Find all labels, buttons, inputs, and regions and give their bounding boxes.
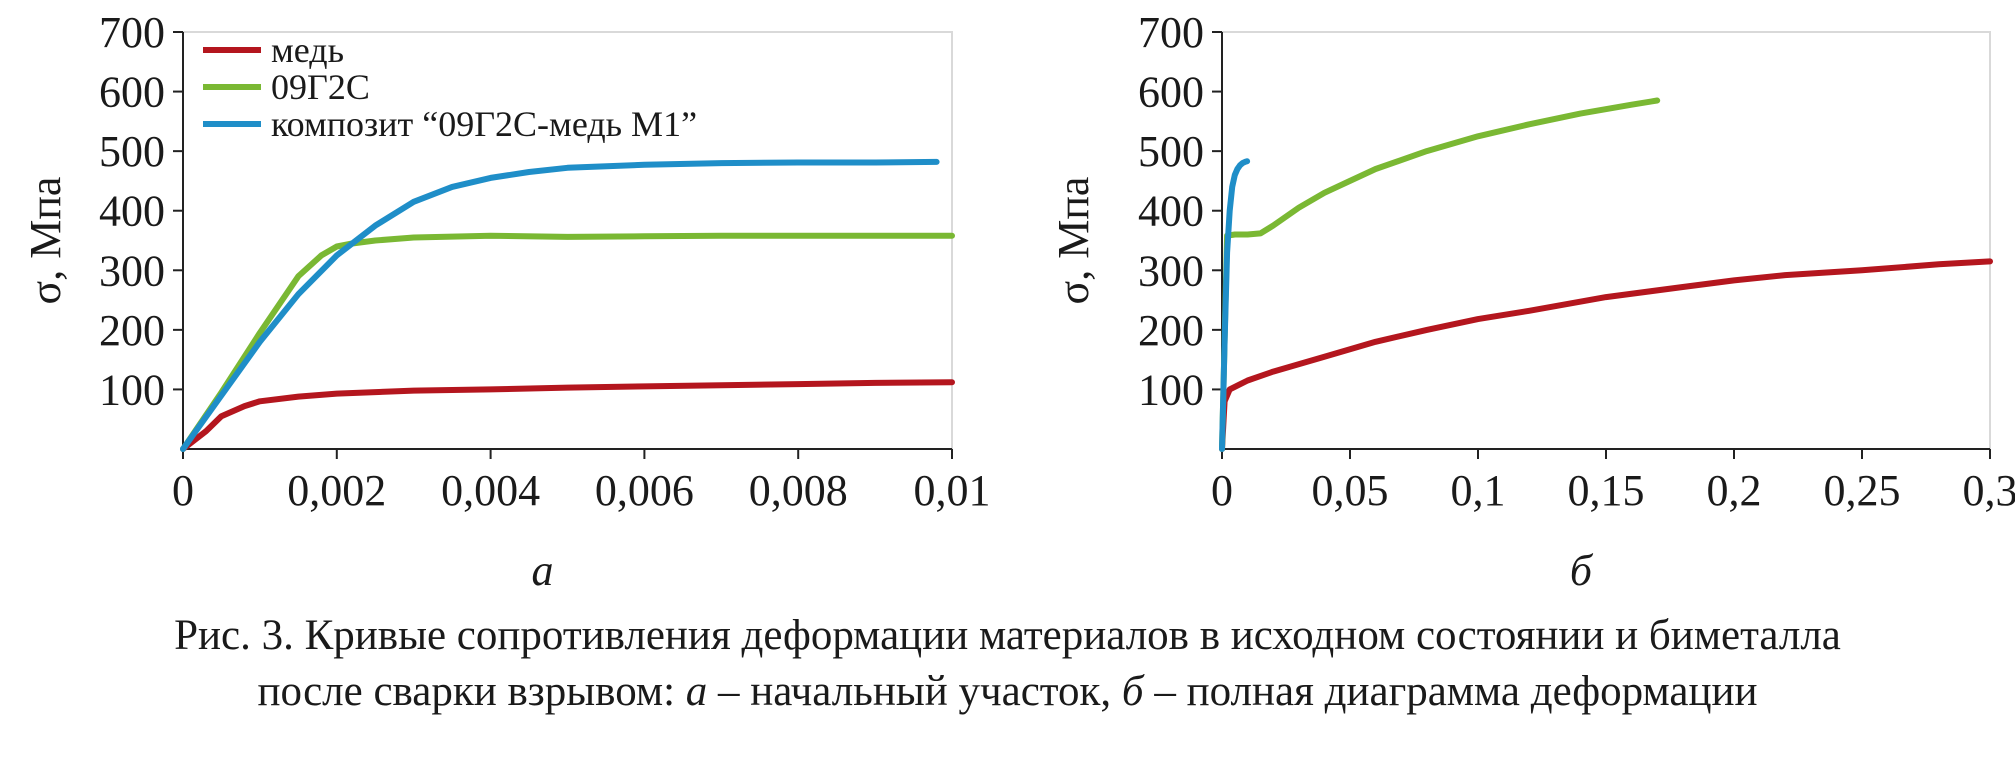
panel-b-chart: 100 200 300 400 500 600 700 0 0,05 0,1 0,15 0,2 0,25…: [1049, 8, 2015, 595]
y-tick-label: 500: [99, 127, 165, 176]
caption-text: – начальный участок,: [707, 668, 1122, 715]
x-tick-label: 0,3: [1963, 466, 2015, 515]
x-tick-label: 0,01: [914, 466, 991, 515]
x-tick-label: 0,15: [1568, 466, 1645, 515]
x-tick-label: 0,008: [749, 466, 848, 515]
legend-entry-3: композит “09Г2С-медь М1”: [271, 104, 697, 144]
plot-area-frame: [1221, 31, 1991, 450]
x-tick-label: 0,006: [595, 466, 694, 515]
y-tick-label: 700: [1138, 8, 1204, 57]
y-tick-label: 600: [99, 68, 165, 117]
y-tick-label: 100: [99, 365, 165, 414]
caption-text: после сварки взрывом:: [257, 668, 686, 715]
series-line-2: [180, 232, 955, 452]
y-tick-label: 200: [1138, 306, 1204, 355]
x-tick-label: 0,1: [1451, 466, 1506, 515]
series-line-3: [1219, 158, 1251, 452]
series-line-2: [1219, 97, 1661, 452]
y-tick-label: 400: [1138, 187, 1204, 236]
y-tick-label: 100: [1138, 365, 1204, 414]
caption-panel-a-ref: а: [685, 668, 708, 715]
x-tick-label: 0,004: [441, 466, 540, 515]
x-tick-label: 0: [172, 466, 194, 515]
y-tick-label: 200: [99, 306, 165, 355]
series-line-1: [1219, 258, 1993, 452]
panel-label: а: [532, 546, 554, 595]
series-line-1: [180, 379, 955, 452]
y-tick-label: 600: [1138, 68, 1204, 117]
figure-svg: 100 200 300 400 500 600 700 0 0,002 0,004 0,006 0,0…: [21, 8, 2015, 595]
y-axis-label: σ, Мпа: [21, 177, 70, 305]
y-tick-label: 400: [99, 187, 165, 236]
series-line-3: [180, 158, 940, 452]
figure-caption-line-2: после сварки взрывом: а – начальный учас…: [0, 670, 2015, 713]
x-tick-label: 0,2: [1707, 466, 1762, 515]
caption-text: – полная диаграмма деформации: [1143, 668, 1758, 715]
panel-label: б: [1570, 546, 1594, 595]
x-tick-label: 0,25: [1824, 466, 1901, 515]
panel-a-chart: 100 200 300 400 500 600 700 0 0,002 0,004 0,006 0,0…: [21, 8, 991, 595]
x-tick-label: 0,002: [287, 466, 386, 515]
legend-entry-1: медь: [271, 30, 344, 70]
y-tick-label: 500: [1138, 127, 1204, 176]
figure-caption-line-1: Рис. 3. Кривые сопротивления деформации …: [174, 612, 1841, 659]
y-tick-label: 700: [99, 8, 165, 57]
legend-entry-2: 09Г2С: [271, 67, 370, 107]
y-tick-label: 300: [99, 246, 165, 295]
x-tick-label: 0,05: [1312, 466, 1389, 515]
x-tick-label: 0: [1211, 466, 1233, 515]
y-tick-label: 300: [1138, 246, 1204, 295]
caption-panel-b-ref: б: [1121, 668, 1144, 715]
y-axis-label: σ, Мпа: [1049, 177, 1098, 305]
